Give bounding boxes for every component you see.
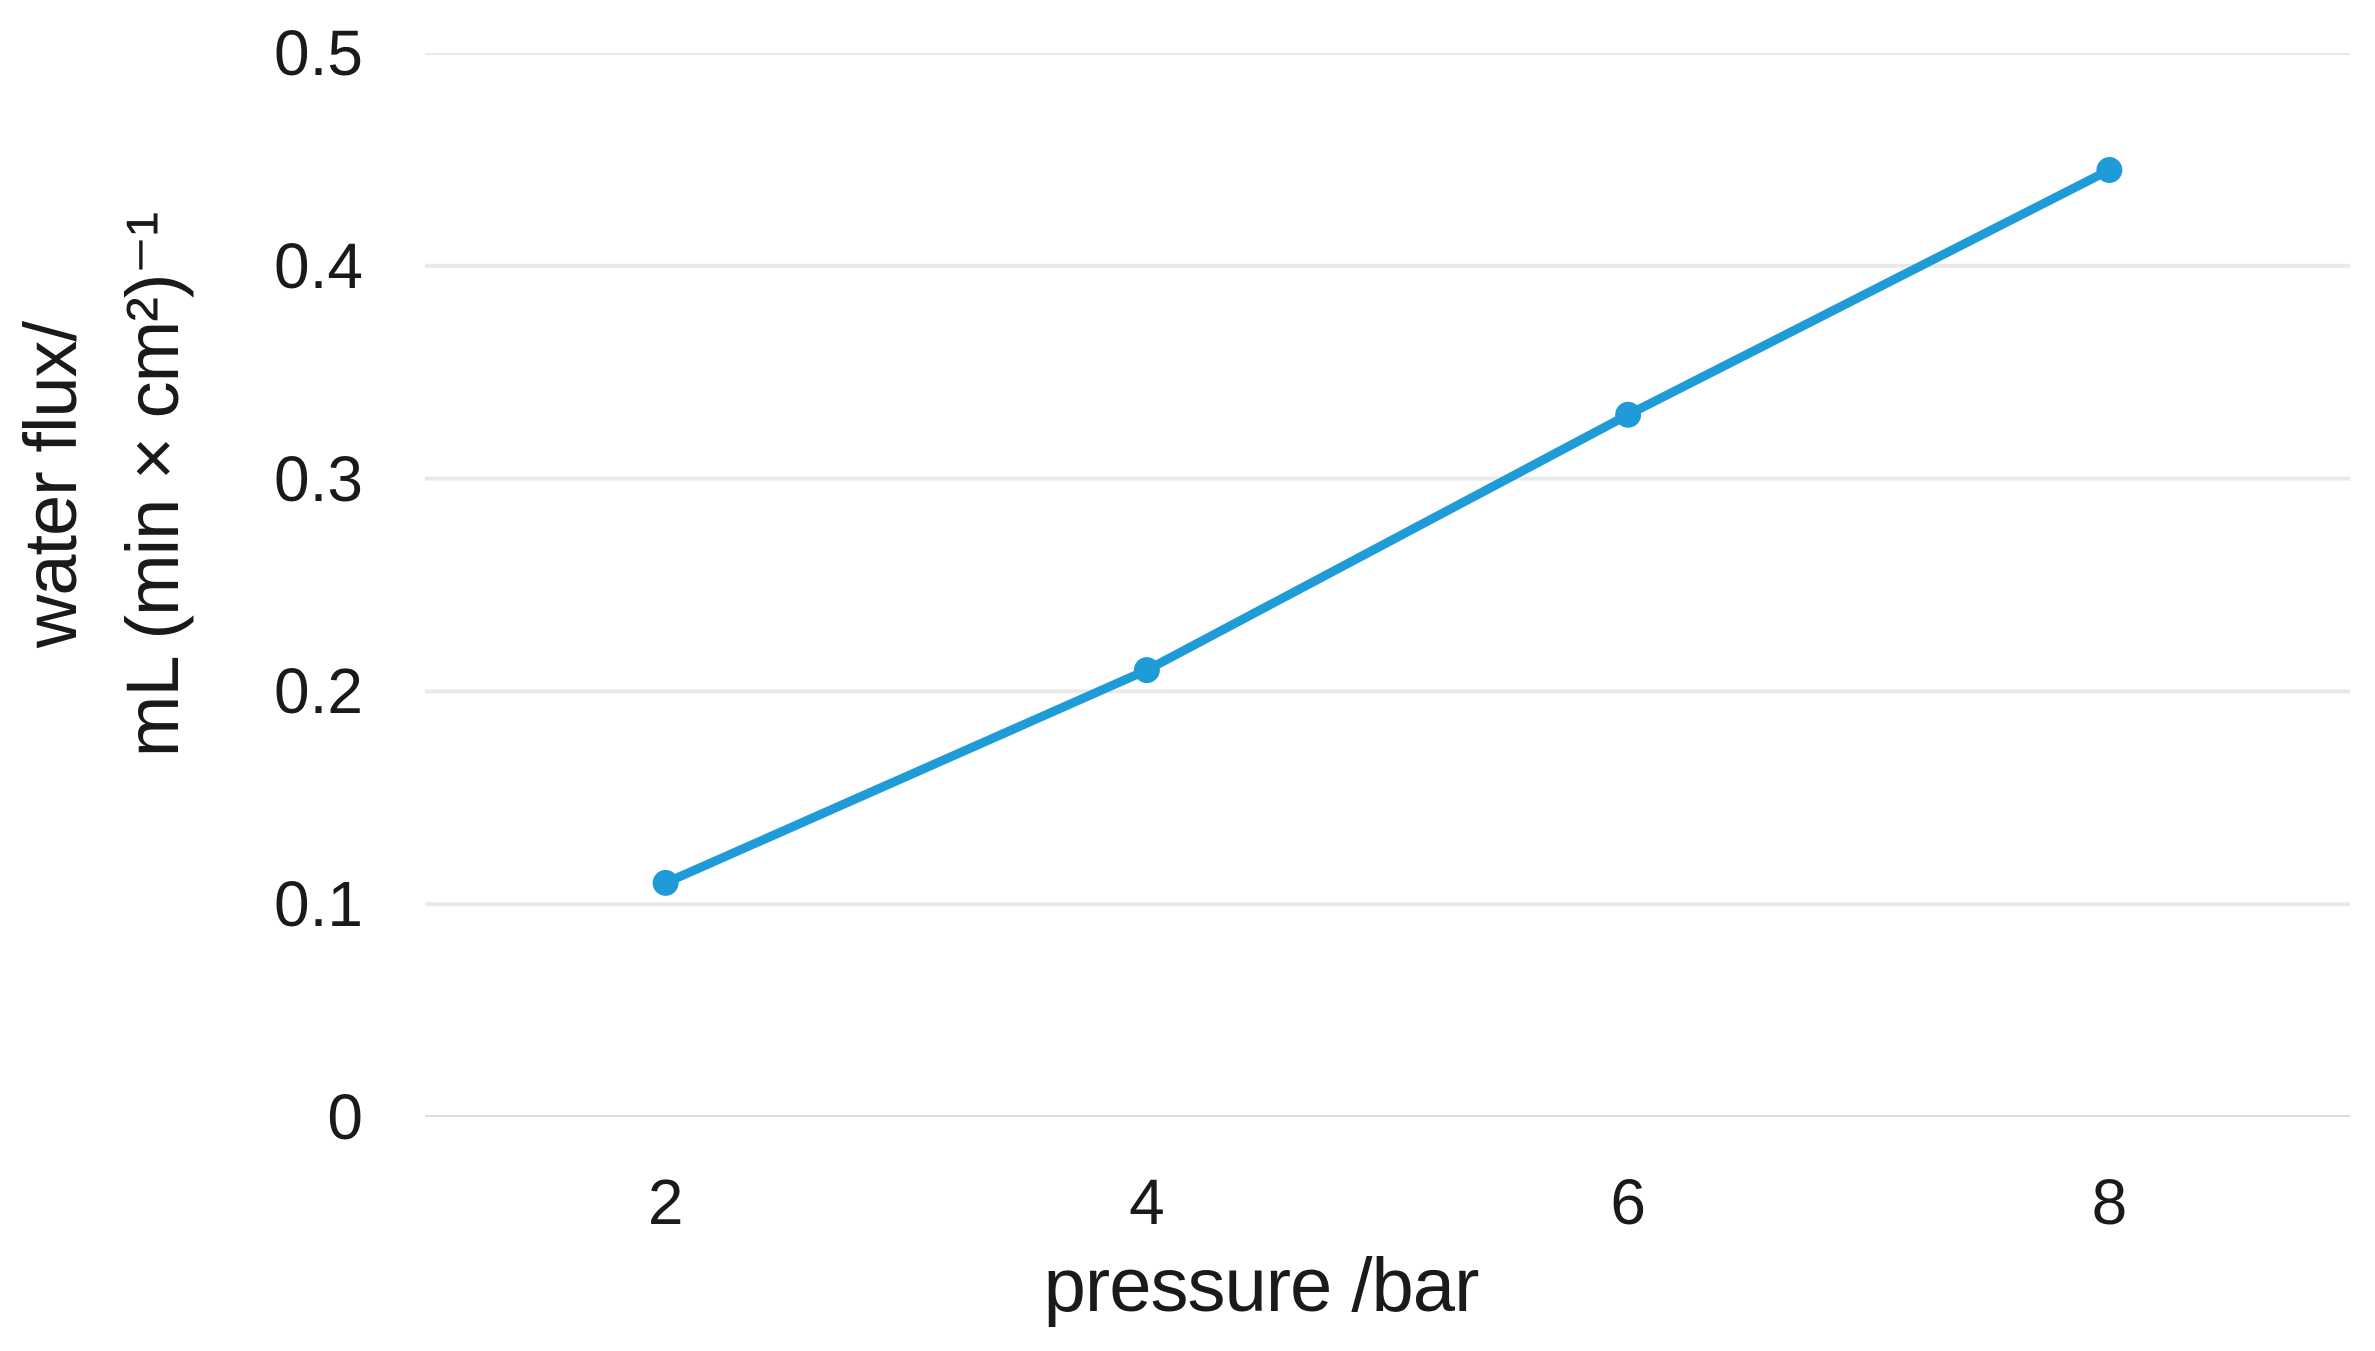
y-tick-label: 0.5	[274, 17, 363, 89]
y-tick-label: 0.1	[274, 868, 363, 941]
x-tick-label: 2	[647, 1166, 684, 1238]
y-tick-label: 0.3	[274, 442, 363, 515]
y-axis-title-line1: water flux/	[9, 321, 92, 649]
y-tick-label: 0.4	[274, 229, 363, 302]
data-point-marker	[2096, 157, 2123, 184]
y-axis-title-line2: mL (min × cm²)⁻¹	[111, 212, 194, 758]
line-series	[652, 157, 2123, 896]
horizontal-gridlines	[425, 53, 2350, 1117]
data-line	[661, 165, 2114, 888]
x-tick-label: 8	[2091, 1166, 2128, 1238]
data-point-marker	[1133, 657, 1160, 684]
data-point-marker	[652, 869, 679, 896]
x-tick-label: 6	[1610, 1166, 1646, 1238]
y-axis-title: water flux/ mL (min × cm²)⁻¹	[0, 105, 206, 865]
x-axis-title: pressure /bar	[1043, 1243, 1480, 1328]
plot-area	[425, 53, 2350, 1117]
y-tick-label: 0	[327, 1081, 363, 1153]
x-tick-label: 4	[1129, 1166, 1165, 1238]
data-point-marker	[1615, 401, 1642, 428]
y-tick-label: 0.2	[274, 655, 363, 728]
